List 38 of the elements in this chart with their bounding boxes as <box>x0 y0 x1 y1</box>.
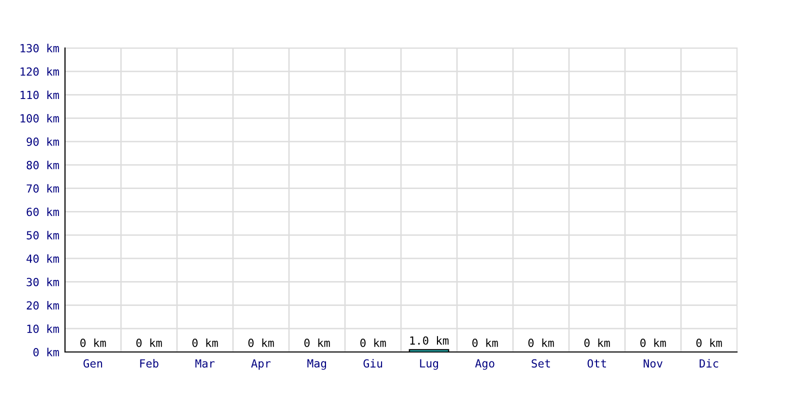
y-tick-label: 30 km <box>26 278 59 286</box>
y-tick-label: 90 km <box>26 137 59 146</box>
x-tick-label: Gen <box>84 359 102 368</box>
data-label: 0 km <box>584 338 610 348</box>
y-tick-label: 0 km <box>33 348 59 356</box>
x-tick-label: Nov <box>644 359 662 368</box>
x-tick-label: Ott <box>588 359 606 368</box>
y-tick-label: 50 km <box>26 230 59 240</box>
x-tick-label: Mar <box>195 359 215 368</box>
y-tick-label: 20 km <box>26 301 59 310</box>
data-label: 0 km <box>360 338 386 348</box>
data-label: 0 km <box>640 338 666 348</box>
x-tick-label: Ago <box>475 359 494 370</box>
y-tick-label: 80 km <box>26 160 59 170</box>
data-label: 0 km <box>136 338 162 348</box>
data-label: 0 km <box>696 338 722 348</box>
y-tick-label: 40 km <box>26 254 59 263</box>
y-tick-label: 60 km <box>26 208 59 216</box>
data-label: 0 km <box>80 338 106 348</box>
data-label: 0 km <box>304 338 330 348</box>
y-tick-label: 100 km <box>20 114 59 123</box>
y-tick-label: 120 km <box>20 67 59 76</box>
x-tick-label: Apr <box>251 359 271 370</box>
data-label: 0 km <box>248 338 274 348</box>
y-tick-label: 130 km <box>20 44 59 52</box>
data-label: 0 km <box>528 338 554 348</box>
x-tick-label: Dic <box>700 359 718 368</box>
x-tick-label: Feb <box>140 359 158 368</box>
y-tick-label: 70 km <box>26 184 59 193</box>
x-tick-label: Giu <box>364 359 382 368</box>
data-label: 1.0 km <box>410 336 449 345</box>
y-tick-label: 10 km <box>27 324 59 334</box>
data-label: 0 km <box>472 338 498 348</box>
x-tick-label: Set <box>532 359 550 368</box>
data-label: 0 km <box>192 338 218 348</box>
y-tick-label: 110 km <box>20 90 59 100</box>
x-tick-label: Lug <box>420 359 438 370</box>
x-tick-label: Mag <box>307 359 326 370</box>
